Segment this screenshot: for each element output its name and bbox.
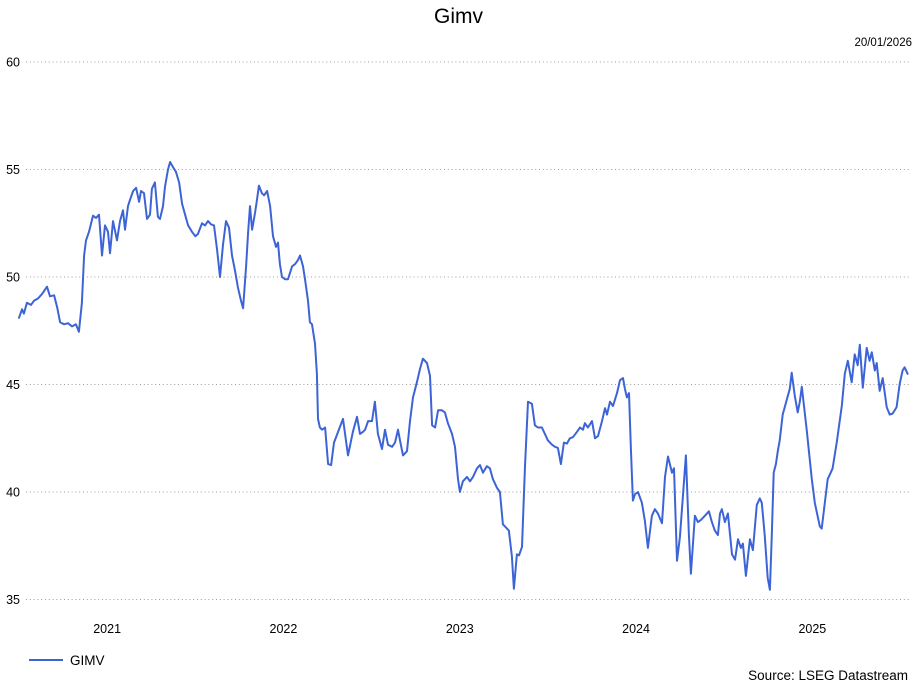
y-tick-label-60: 60: [6, 56, 20, 70]
x-tick-label-2024: 2024: [622, 622, 650, 636]
x-tick-label-2025: 2025: [798, 622, 826, 636]
series-line-gimv: [18, 161, 909, 591]
x-axis-tick-labels: 2021 2022 2023 2024 2025: [93, 622, 826, 636]
x-tick-label-2021: 2021: [93, 622, 121, 636]
legend-series-label: GIMV: [70, 652, 105, 668]
y-tick-label-45: 45: [6, 378, 20, 392]
x-tick-label-2022: 2022: [270, 622, 298, 636]
y-axis-tick-labels: 60 55 50 45 40 35: [6, 56, 20, 608]
chart-date-annotation: 20/01/2026: [854, 37, 912, 49]
y-tick-label-40: 40: [6, 486, 20, 500]
y-tick-label-50: 50: [6, 271, 20, 285]
y-tick-label-55: 55: [6, 163, 20, 177]
y-tick-label-35: 35: [6, 593, 20, 607]
chart-title: Gimv: [434, 5, 483, 28]
legend-line-swatch: [29, 659, 63, 661]
source-attribution: Source: LSEG Datastream: [748, 668, 908, 683]
y-gridlines: [26, 61, 910, 600]
x-tick-label-2023: 2023: [446, 622, 474, 636]
price-line-series: [18, 161, 909, 591]
legend: GIMV: [29, 652, 105, 668]
